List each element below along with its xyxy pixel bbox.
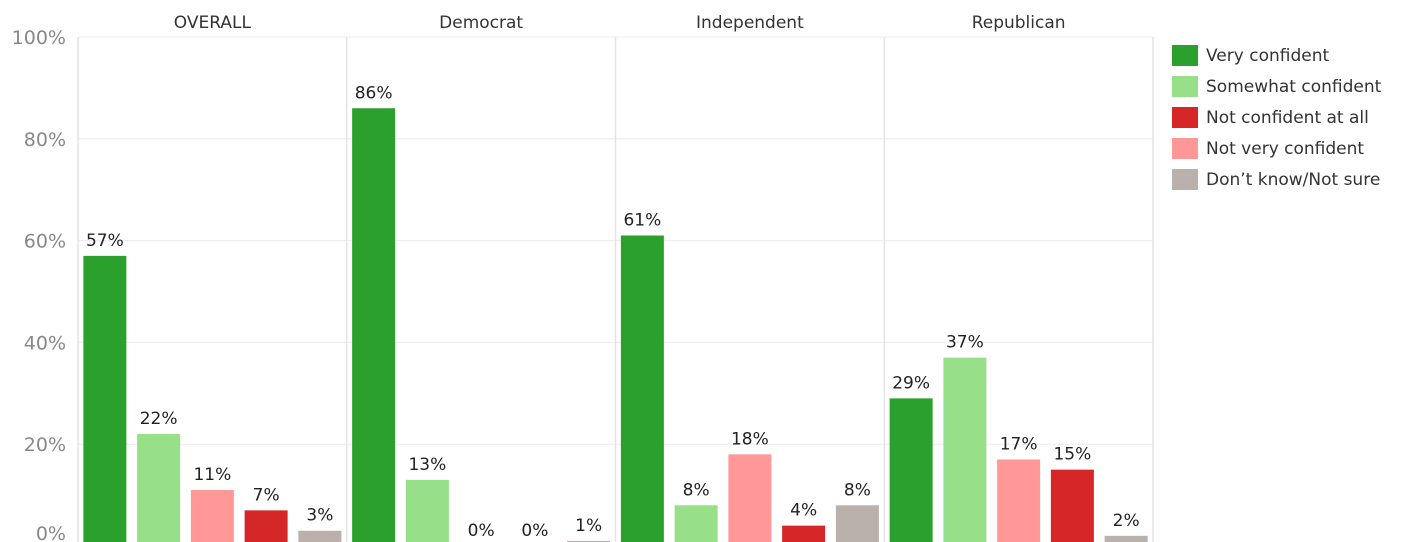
bar	[782, 525, 826, 542]
data-label: 13%	[408, 455, 446, 475]
legend-swatch	[1172, 169, 1198, 190]
panel-title: OVERALL	[174, 13, 252, 33]
panel-title: Republican	[972, 13, 1066, 33]
legend-label: Not confident at all	[1206, 107, 1369, 128]
bar	[889, 398, 933, 542]
legend-label: Somewhat confident	[1206, 76, 1382, 97]
legend-item-not-confident-at-all[interactable]: Not confident at all	[1172, 102, 1381, 133]
data-label: 18%	[731, 429, 769, 449]
bar	[190, 490, 234, 542]
bar	[835, 505, 879, 542]
legend-label: Very confident	[1206, 45, 1330, 66]
data-label: 17%	[1000, 434, 1038, 454]
bar	[137, 434, 181, 542]
bar	[674, 505, 718, 542]
data-label: 2%	[1113, 511, 1140, 531]
bar	[1050, 469, 1094, 542]
y-tick-label: 0%	[36, 523, 66, 542]
data-label: 8%	[844, 480, 871, 500]
data-label: 4%	[790, 501, 817, 521]
y-tick-label: 100%	[12, 27, 66, 49]
bar	[620, 235, 664, 542]
legend: Very confident Somewhat confident Not co…	[1172, 40, 1381, 195]
y-tick-label: 60%	[24, 231, 66, 253]
legend-item-very-confident[interactable]: Very confident	[1172, 40, 1381, 71]
data-label: 22%	[140, 409, 178, 429]
legend-label: Don’t know/Not sure	[1206, 169, 1381, 190]
legend-item-somewhat-confident[interactable]: Somewhat confident	[1172, 71, 1381, 102]
data-label: 57%	[86, 231, 124, 251]
bar	[567, 540, 611, 542]
y-tick-label: 80%	[24, 129, 66, 151]
data-label: 3%	[306, 506, 333, 526]
bar	[352, 108, 396, 542]
data-label: 8%	[683, 480, 710, 500]
legend-swatch	[1172, 107, 1198, 128]
legend-swatch	[1172, 138, 1198, 159]
data-label: 37%	[946, 333, 984, 353]
bar	[83, 255, 127, 542]
data-label: 1%	[575, 516, 602, 536]
bar	[298, 530, 342, 542]
data-label: 29%	[892, 373, 930, 393]
data-label: 15%	[1053, 445, 1091, 465]
data-label: 7%	[253, 485, 280, 505]
legend-swatch	[1172, 45, 1198, 66]
bar	[943, 357, 987, 542]
bar	[728, 454, 772, 542]
panel-title: Independent	[696, 13, 804, 33]
data-label: 86%	[355, 83, 393, 103]
bar	[405, 479, 449, 542]
data-label: 0%	[521, 521, 548, 541]
bar	[1104, 535, 1148, 542]
legend-swatch	[1172, 76, 1198, 97]
y-tick-label: 40%	[24, 332, 66, 354]
legend-item-dont-know[interactable]: Don’t know/Not sure	[1172, 164, 1381, 195]
y-tick-label: 20%	[24, 434, 66, 456]
legend-label: Not very confident	[1206, 138, 1365, 159]
bar	[997, 459, 1041, 542]
legend-item-not-very-confident[interactable]: Not very confident	[1172, 133, 1381, 164]
data-label: 0%	[468, 521, 495, 541]
bar	[244, 510, 288, 542]
data-label: 61%	[623, 211, 661, 231]
panel-title: Democrat	[439, 13, 523, 33]
data-label: 11%	[193, 465, 231, 485]
